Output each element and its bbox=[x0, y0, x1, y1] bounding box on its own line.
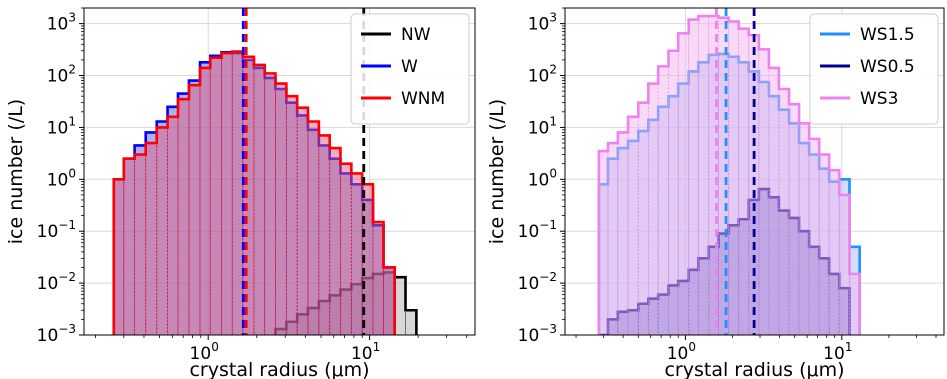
series-WNM bbox=[112, 50, 396, 335]
y-tick-label: 102 bbox=[528, 63, 557, 87]
bar-WS3 bbox=[838, 194, 850, 335]
bar-WS3 bbox=[688, 19, 699, 335]
y-tick-label: 10−2 bbox=[518, 270, 557, 294]
bar-WNM bbox=[253, 64, 266, 335]
bar-WS3 bbox=[668, 50, 679, 335]
bar-WS3 bbox=[738, 28, 750, 335]
y-tick-label: 100 bbox=[47, 166, 76, 190]
y-axis-label: ice number (/L) bbox=[486, 99, 508, 244]
x-tick-label: 100 bbox=[667, 340, 696, 364]
bar-WNM bbox=[329, 147, 341, 335]
y-tick-label: 10−3 bbox=[518, 322, 557, 346]
bar-WNM bbox=[113, 178, 125, 335]
bar-NW bbox=[405, 309, 417, 335]
y-tick-label: 10−2 bbox=[37, 270, 76, 294]
bar-WS3 bbox=[728, 21, 740, 335]
y-tick-label: 103 bbox=[528, 11, 557, 35]
bar-WNM bbox=[285, 95, 298, 335]
x-tick-label: 101 bbox=[351, 340, 380, 364]
y-tick-label: 102 bbox=[47, 63, 76, 87]
bar-WNM bbox=[318, 135, 331, 335]
bar-WNM bbox=[242, 56, 255, 335]
plot-area bbox=[112, 8, 418, 335]
bar-WS3 bbox=[637, 102, 649, 335]
bar-WNM bbox=[177, 98, 190, 335]
x-axis-label: crystal radius (μm) bbox=[189, 359, 369, 379]
bar-WNM bbox=[156, 127, 168, 335]
y-tick-label: 103 bbox=[47, 11, 76, 35]
bar-WNM bbox=[275, 83, 287, 335]
plot-area bbox=[597, 8, 861, 335]
bar-WNM bbox=[350, 172, 363, 335]
x-tick-label: 100 bbox=[190, 340, 219, 364]
bar-WS3 bbox=[768, 67, 780, 335]
legend-label-WS3: WS3 bbox=[860, 89, 898, 109]
legend-label-WS1.5: WS1.5 bbox=[860, 25, 915, 45]
bar-WS3 bbox=[598, 150, 609, 335]
bar-WS3 bbox=[677, 32, 690, 335]
axes-frame bbox=[83, 7, 476, 336]
bar-WS3 bbox=[607, 142, 619, 335]
bar-WNM bbox=[383, 267, 396, 335]
bar-WNM bbox=[221, 52, 233, 335]
bar-WNM bbox=[209, 57, 222, 335]
bar-WNM bbox=[372, 221, 384, 335]
bar-WS3 bbox=[849, 273, 861, 335]
legend: NW W WNM bbox=[350, 13, 470, 125]
y-tick-label: 100 bbox=[528, 166, 557, 190]
legend-label-NW: NW bbox=[401, 25, 431, 45]
series-WS3 bbox=[597, 14, 861, 335]
bar-WS3 bbox=[617, 132, 629, 335]
bar-WS3 bbox=[778, 88, 790, 335]
legend-label-W: W bbox=[401, 57, 418, 77]
y-tick-label: 10−3 bbox=[37, 322, 76, 346]
bar-WNM bbox=[340, 163, 352, 335]
bar-WS3 bbox=[788, 103, 800, 335]
y-tick-label: 10−1 bbox=[518, 218, 557, 242]
y-tick-label: 101 bbox=[47, 114, 76, 138]
bar-WS3 bbox=[818, 154, 830, 335]
bar-NW bbox=[394, 276, 406, 335]
bar-WS3 bbox=[647, 83, 659, 335]
y-tick-label: 10−1 bbox=[37, 218, 76, 242]
step-line-WNM bbox=[112, 50, 396, 335]
y-tick-label: 101 bbox=[528, 114, 557, 138]
bar-WNM bbox=[296, 107, 309, 335]
bar-WNM bbox=[188, 84, 201, 335]
bar-WNM bbox=[199, 67, 211, 335]
bar-WS3 bbox=[828, 169, 840, 335]
bar-WS3 bbox=[697, 15, 710, 335]
bar-WNM bbox=[361, 183, 374, 335]
bar-WNM bbox=[167, 116, 179, 335]
bar-WNM bbox=[307, 121, 320, 335]
bar-WS3 bbox=[627, 116, 639, 335]
bar-WS3 bbox=[798, 122, 810, 335]
bar-WNM bbox=[264, 72, 276, 335]
bar-WNM bbox=[145, 142, 158, 335]
legend-label-WNM: WNM bbox=[401, 89, 445, 109]
x-axis-label: crystal radius (μm) bbox=[664, 359, 844, 379]
step-line-WS3 bbox=[597, 14, 861, 335]
bar-WS3 bbox=[758, 48, 770, 335]
legend: WS1.5 WS0.5 WS3 bbox=[809, 13, 939, 125]
bar-WNM bbox=[123, 158, 136, 335]
bar-WS3 bbox=[808, 138, 820, 335]
legend-label-WS0.5: WS0.5 bbox=[860, 57, 915, 77]
bar-WS3 bbox=[657, 65, 669, 335]
bar-WNM bbox=[134, 154, 147, 335]
x-tick-label: 101 bbox=[823, 340, 852, 364]
bar-WNM bbox=[231, 51, 244, 335]
y-axis-label: ice number (/L) bbox=[5, 99, 27, 244]
axes-frame bbox=[564, 7, 945, 336]
